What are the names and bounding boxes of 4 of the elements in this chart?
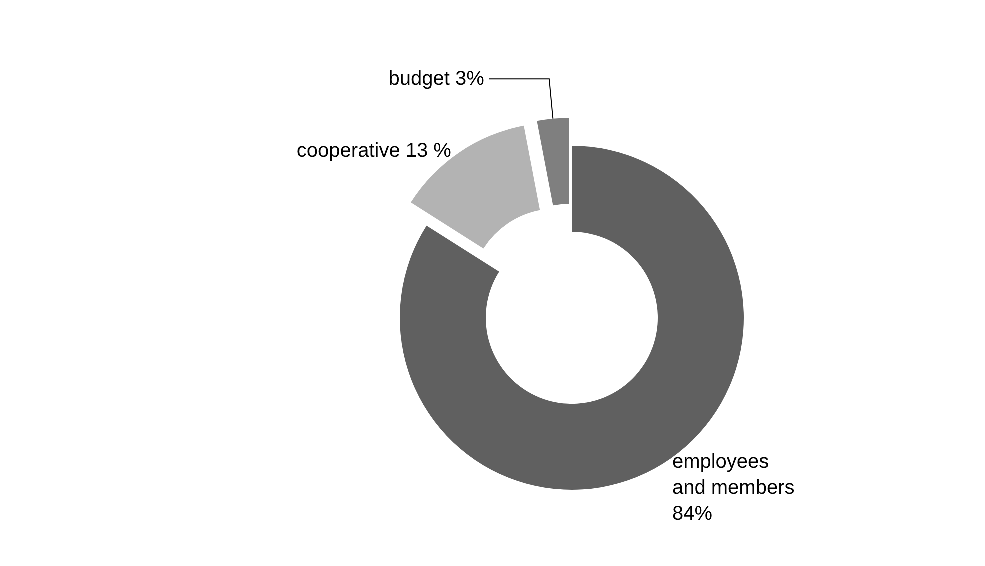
slice-label: cooperative 13 %	[296, 140, 452, 162]
slice-label: budget 3%	[388, 68, 485, 90]
data-label: 84%	[672, 503, 713, 526]
slice-label: employees and members	[672, 451, 800, 500]
